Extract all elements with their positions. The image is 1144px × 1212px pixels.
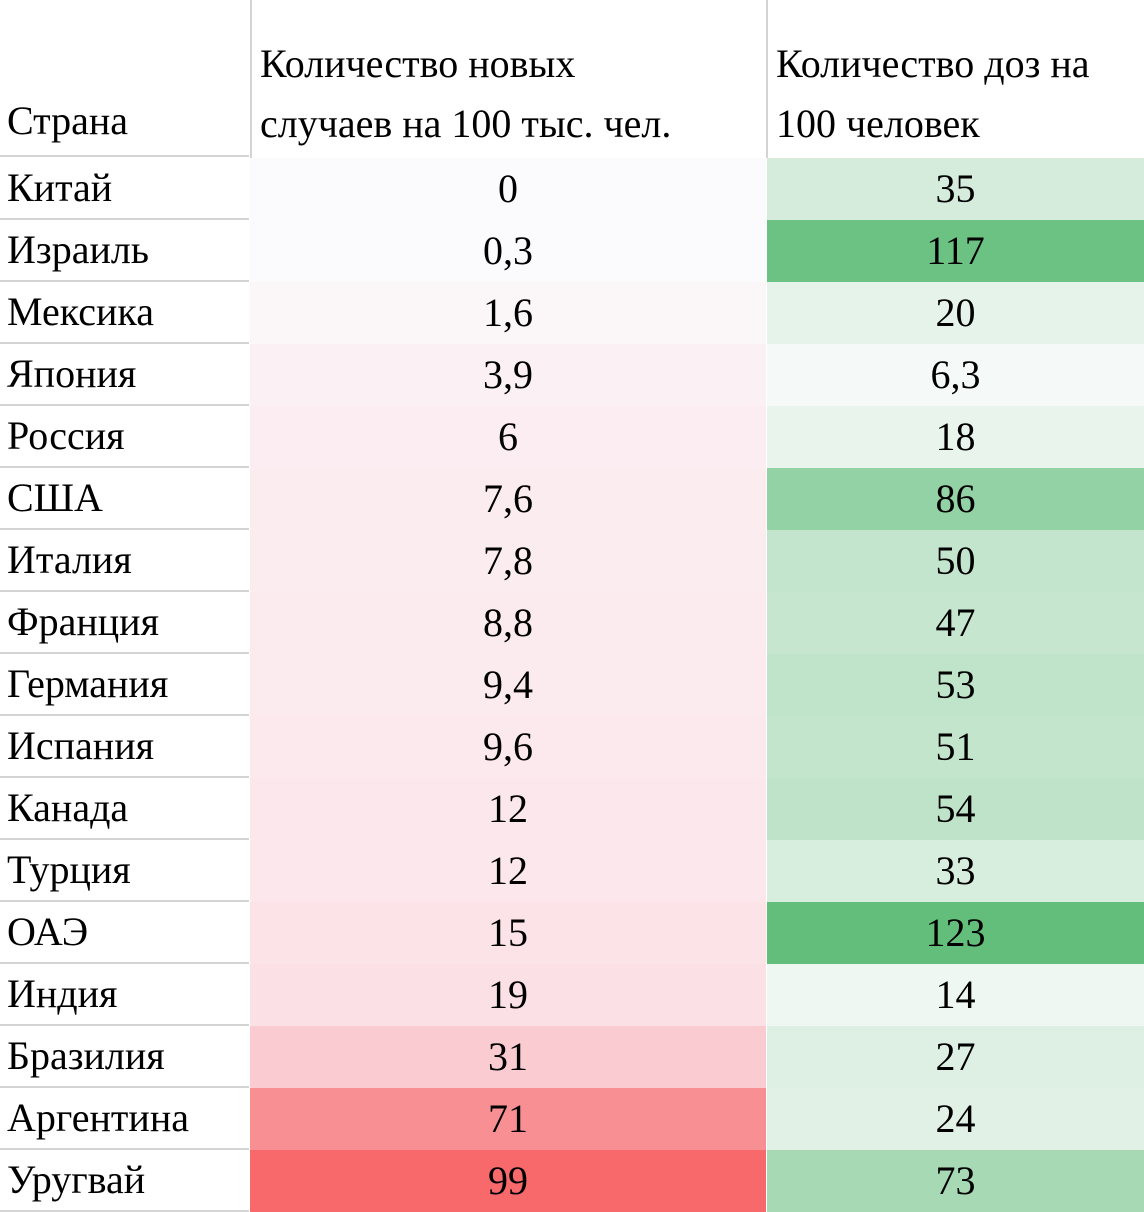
cell-country[interactable]: США <box>0 468 249 530</box>
cell-cases[interactable]: 7,8 <box>250 530 766 592</box>
cell-country[interactable]: Аргентина <box>0 1088 249 1150</box>
cell-doses[interactable]: 14 <box>767 964 1144 1026</box>
cell-country[interactable]: ОАЭ <box>0 902 249 964</box>
table-body: Китай 0 35 Израиль 0,3 117 Мексика 1,6 20 Япония 3… <box>0 158 1144 1212</box>
cell-doses[interactable]: 18 <box>767 406 1144 468</box>
cell-doses[interactable]: 73 <box>767 1150 1144 1212</box>
table-row: Испания 9,6 51 <box>0 716 1144 778</box>
cell-doses[interactable]: 27 <box>767 1026 1144 1088</box>
table-row: Индия 19 14 <box>0 964 1144 1026</box>
cell-doses[interactable]: 53 <box>767 654 1144 716</box>
table-row: Уругвай 99 73 <box>0 1150 1144 1212</box>
cell-cases[interactable]: 7,6 <box>250 468 766 530</box>
cell-country[interactable]: Турция <box>0 840 249 902</box>
table-row: США 7,6 86 <box>0 468 1144 530</box>
cell-doses[interactable]: 51 <box>767 716 1144 778</box>
cell-country[interactable]: Германия <box>0 654 249 716</box>
cell-cases[interactable]: 6 <box>250 406 766 468</box>
cell-doses[interactable]: 117 <box>767 220 1144 282</box>
table-row: Мексика 1,6 20 <box>0 282 1144 344</box>
cell-cases[interactable]: 9,4 <box>250 654 766 716</box>
cell-doses[interactable]: 50 <box>767 530 1144 592</box>
table-row: Франция 8,8 47 <box>0 592 1144 654</box>
cell-doses[interactable]: 24 <box>767 1088 1144 1150</box>
cell-cases[interactable]: 31 <box>250 1026 766 1088</box>
cell-country[interactable]: Бразилия <box>0 1026 249 1088</box>
cell-country[interactable]: Италия <box>0 530 249 592</box>
cell-doses[interactable]: 123 <box>767 902 1144 964</box>
table-row: Бразилия 31 27 <box>0 1026 1144 1088</box>
header-cell-doses[interactable]: Количество доз на 100 человек <box>766 0 1144 158</box>
table-row: Германия 9,4 53 <box>0 654 1144 716</box>
cell-cases[interactable]: 19 <box>250 964 766 1026</box>
cell-cases[interactable]: 3,9 <box>250 344 766 406</box>
table-row: Аргентина 71 24 <box>0 1088 1144 1150</box>
cell-country[interactable]: Испания <box>0 716 249 778</box>
table-row: Израиль 0,3 117 <box>0 220 1144 282</box>
cell-country[interactable]: Уругвай <box>0 1150 249 1212</box>
cell-cases[interactable]: 12 <box>250 778 766 840</box>
cell-cases[interactable]: 0,3 <box>250 220 766 282</box>
cell-doses[interactable]: 35 <box>767 158 1144 220</box>
cell-cases[interactable]: 0 <box>250 158 766 220</box>
header-cases-label: Количество новых случаев на 100 тыс. чел… <box>260 41 672 146</box>
header-cell-country[interactable]: Страна <box>0 0 249 157</box>
cell-cases[interactable]: 99 <box>250 1150 766 1212</box>
cell-cases[interactable]: 71 <box>250 1088 766 1150</box>
table-row: Канада 12 54 <box>0 778 1144 840</box>
cell-cases[interactable]: 1,6 <box>250 282 766 344</box>
cell-doses[interactable]: 54 <box>767 778 1144 840</box>
cell-country[interactable]: Индия <box>0 964 249 1026</box>
cell-cases[interactable]: 9,6 <box>250 716 766 778</box>
cell-country[interactable]: Франция <box>0 592 249 654</box>
cell-country[interactable]: Япония <box>0 344 249 406</box>
table-row: Китай 0 35 <box>0 158 1144 220</box>
cell-country[interactable]: Канада <box>0 778 249 840</box>
table-row: Япония 3,9 6,3 <box>0 344 1144 406</box>
header-cell-cases[interactable]: Количество новых случаев на 100 тыс. чел… <box>250 0 766 158</box>
cell-country[interactable]: Китай <box>0 158 249 220</box>
header-doses-label: Количество доз на 100 человек <box>776 41 1090 146</box>
cell-doses[interactable]: 47 <box>767 592 1144 654</box>
cell-doses[interactable]: 20 <box>767 282 1144 344</box>
cell-doses[interactable]: 6,3 <box>767 344 1144 406</box>
cell-country[interactable]: Россия <box>0 406 249 468</box>
table-row: ОАЭ 15 123 <box>0 902 1144 964</box>
header-country-label: Страна <box>7 98 129 143</box>
header-row: Страна Количество новых случаев на 100 т… <box>0 0 1144 158</box>
table-row: Италия 7,8 50 <box>0 530 1144 592</box>
cell-country[interactable]: Израиль <box>0 220 249 282</box>
table-row: Россия 6 18 <box>0 406 1144 468</box>
cell-doses[interactable]: 33 <box>767 840 1144 902</box>
table-row: Турция 12 33 <box>0 840 1144 902</box>
cell-cases[interactable]: 8,8 <box>250 592 766 654</box>
cell-cases[interactable]: 12 <box>250 840 766 902</box>
cell-cases[interactable]: 15 <box>250 902 766 964</box>
cell-country[interactable]: Мексика <box>0 282 249 344</box>
cell-doses[interactable]: 86 <box>767 468 1144 530</box>
